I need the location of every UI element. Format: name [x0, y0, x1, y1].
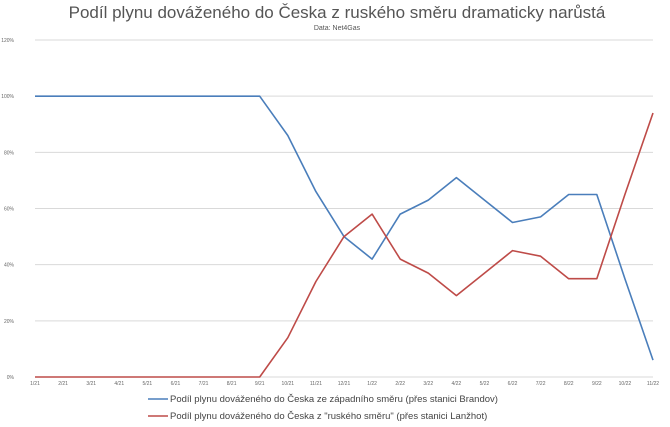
y-tick-label: 0% — [7, 375, 15, 381]
legend-label: Podíl plynu dováženého do Česka z "ruské… — [170, 411, 487, 422]
x-tick-label: 11/21 — [310, 381, 322, 387]
x-tick-label: 8/21 — [227, 381, 237, 387]
x-tick-label: 5/22 — [480, 381, 490, 387]
gridlines — [35, 39, 653, 378]
x-tick-label: 4/22 — [451, 381, 461, 387]
x-tick-label: 4/21 — [114, 381, 124, 387]
y-tick-label: 100% — [1, 94, 14, 100]
series-line-2 — [35, 112, 654, 378]
x-tick-label: 10/21 — [282, 381, 295, 387]
y-tick-label: 60% — [4, 207, 15, 213]
x-tick-label: 9/22 — [592, 381, 602, 387]
x-axis-ticks: 1/21 2/21 3/21 4/21 5/21 6/21 7/21 8/21 9/21 10/2… — [30, 381, 659, 387]
y-tick-label: 40% — [4, 263, 15, 269]
x-tick-label: 3/21 — [86, 381, 96, 387]
y-tick-label: 120% — [1, 38, 14, 44]
x-tick-label: 9/21 — [255, 381, 265, 387]
x-tick-label: 2/21 — [58, 381, 68, 387]
y-tick-label: 80% — [4, 150, 15, 156]
x-tick-label: 6/21 — [171, 381, 181, 387]
y-tick-label: 20% — [4, 319, 15, 325]
x-tick-label: 7/22 — [536, 381, 546, 387]
legend: Podíl plynu dováženého do Česka ze západ… — [148, 394, 498, 422]
x-tick-label: 1/22 — [367, 381, 377, 387]
x-tick-label: 11/22 — [647, 381, 659, 387]
x-tick-label: 1/21 — [30, 381, 40, 387]
x-tick-label: 10/22 — [619, 381, 632, 387]
x-tick-label: 2/22 — [395, 381, 405, 387]
y-axis-ticks: 0% 20% 40% 60% 80% 100% 120% — [1, 38, 14, 381]
x-tick-label: 7/21 — [199, 381, 209, 387]
x-tick-label: 6/22 — [508, 381, 518, 387]
series-lines — [35, 95, 654, 378]
chart-title: Podíl plynu dováženého do Česka z ruskéh… — [69, 3, 606, 22]
x-tick-label: 12/21 — [338, 381, 351, 387]
x-tick-label: 3/22 — [423, 381, 433, 387]
chart-subtitle: Data: Net4Gas — [314, 25, 361, 32]
legend-label: Podíl plynu dováženého do Česka ze západ… — [170, 394, 498, 405]
x-tick-label: 8/22 — [564, 381, 574, 387]
x-tick-label: 5/21 — [142, 381, 152, 387]
